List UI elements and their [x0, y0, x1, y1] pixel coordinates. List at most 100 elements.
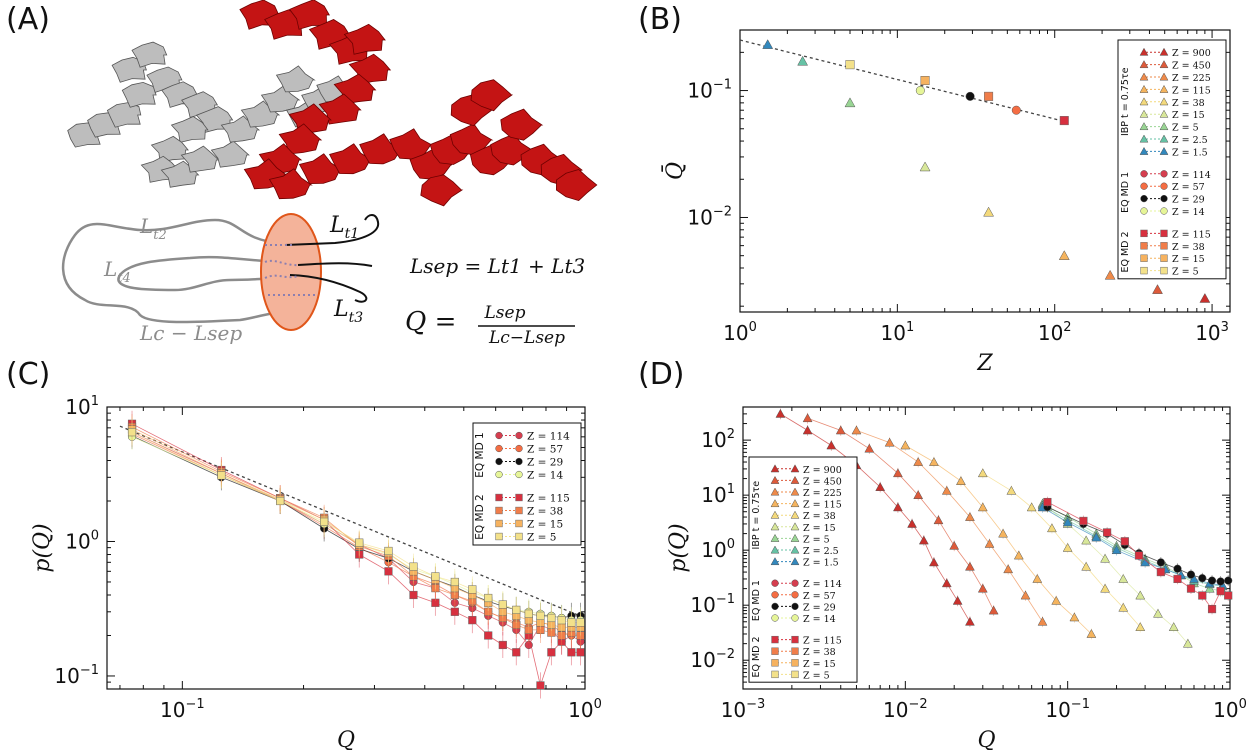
panel-d-legend-marker	[790, 464, 800, 473]
panel-d-legend-label: Z = 900	[803, 465, 842, 476]
panel-d-legend-marker	[771, 591, 779, 599]
red-chain-segment	[278, 123, 323, 155]
panel-d-legend-label: Z = 15	[803, 523, 836, 534]
panel-b-point	[797, 55, 809, 66]
panel-d-legend-marker	[770, 464, 780, 473]
panel-d-ytick-label: 102	[701, 427, 735, 452]
panel-d-point	[1013, 550, 1024, 560]
panel-d-legend-marker	[790, 510, 800, 519]
panel-d-legend-label: Z = 15	[803, 659, 836, 670]
panel-b-point	[915, 86, 925, 96]
panel-d-point	[1186, 570, 1196, 579]
panel-d-point	[892, 502, 903, 512]
panel-c-point	[536, 611, 545, 620]
panel-d-legend-marker	[771, 670, 779, 679]
panel-d-point	[998, 528, 1008, 538]
panel-b-legend-marker	[1139, 109, 1149, 118]
panel-b-legend-label: Z = 57	[1172, 182, 1205, 193]
panel-d-legend-group-title: IBP t = 0.75τe	[751, 481, 762, 550]
panel-b-point	[845, 60, 855, 70]
panel-d-point	[941, 485, 952, 495]
label-lt1: Lt1	[329, 213, 359, 242]
panel-d-point	[1079, 516, 1088, 526]
equation-q-lhs: Q =	[405, 307, 456, 337]
panel-c-xlabel: Q	[337, 728, 355, 750]
panel-d-point	[1198, 591, 1207, 600]
red-chain-segment	[268, 168, 313, 200]
panel-d-point	[1216, 577, 1225, 586]
panel-d-point	[775, 408, 786, 418]
panel-b-xtick-label: 103	[1195, 320, 1229, 345]
panel-d-point	[1086, 628, 1097, 638]
panel-c-legend-label: Z = 114	[527, 431, 570, 443]
grey-polymer-chain	[67, 41, 357, 188]
panel-d-point	[802, 413, 813, 423]
panel-d-point	[875, 482, 886, 491]
panel-d-point	[802, 425, 813, 435]
panel-d-point	[965, 512, 975, 521]
panel-b-legend-marker	[1159, 97, 1169, 106]
panel-d-point	[988, 605, 999, 615]
panel-d-point	[1081, 535, 1092, 545]
panel-c-point	[320, 517, 329, 526]
panel-d-point	[1103, 528, 1112, 537]
equation-lsep: Lsep = Lt1 + Lt3	[409, 254, 585, 278]
panel-d-series-line	[1047, 507, 1189, 644]
panel-d-point	[835, 425, 846, 435]
panel-d-legend-marker	[771, 614, 779, 622]
panel-c-legend-label: Z = 5	[527, 532, 556, 544]
panel-d-legend-label: Z = 38	[803, 647, 836, 658]
panel-d-legend-marker	[770, 475, 780, 484]
label-lt2: Lt2	[139, 214, 167, 243]
panel-d-legend-marker	[790, 522, 800, 531]
panel-c-legend-group-title: EQ MD 2	[474, 494, 486, 539]
panel-c-point	[557, 616, 566, 625]
grey-chain-segment	[170, 116, 209, 143]
panel-b-legend-marker	[1160, 229, 1168, 238]
panel-d-point	[1062, 517, 1073, 527]
panel-c-legend-marker	[515, 493, 523, 502]
panel-c-point	[355, 538, 364, 547]
panel-b-point	[1011, 105, 1021, 115]
panel-d-point	[1118, 602, 1129, 612]
red-chain-segment	[500, 108, 544, 141]
panel-c-point	[536, 681, 545, 690]
panel-b-xtick-label: 101	[880, 320, 914, 345]
panel-b-legend-marker	[1140, 207, 1148, 215]
panel-d-xlabel: Q	[977, 728, 995, 750]
panel-c-legend-marker	[495, 431, 503, 440]
panel-d-point	[1186, 584, 1196, 593]
panel-c-point	[276, 496, 285, 506]
panel-d-chart: 10−3 10−2 10−1 100 10−2 10−1 100 101 102 Qp(Q) IBP…	[666, 406, 1247, 750]
panel-c-legend-marker	[495, 532, 503, 541]
panel-b-legend-marker	[1159, 72, 1169, 81]
red-chain-segment	[318, 93, 362, 125]
panel-d-point	[1100, 553, 1111, 563]
panel-d-point	[1100, 583, 1111, 593]
panel-b-chart: 100 101 102 103 10−2 10−1 Z Q̄ IBP t = 0.75τe Z =…	[661, 29, 1231, 376]
panel-b-legend-marker	[1140, 254, 1148, 262]
panel-d-point	[1006, 485, 1017, 495]
panel-c-ytick-label: 10−1	[54, 663, 99, 688]
panel-c-point	[567, 618, 576, 627]
panel-b-legend-label: Z = 450	[1172, 61, 1211, 72]
panel-c-legend-box	[472, 422, 582, 546]
panel-d-legend-marker	[770, 510, 780, 519]
panel-b-point	[1104, 269, 1116, 280]
panel-b-legend-label: Z = 1.5	[1172, 147, 1208, 158]
panel-b-legend-label: Z = 2.5	[1172, 135, 1208, 146]
panel-d-legend-marker	[790, 545, 800, 554]
grey-chain-segment	[180, 145, 220, 173]
red-chain-segment	[555, 169, 598, 202]
plot-panels: 100 101 102 103 10−2 10−1 Z Q̄ IBP t = 0.75τe Z =…	[30, 29, 1247, 750]
panel-d-frame	[742, 406, 1231, 690]
panel-c-point	[409, 590, 418, 600]
grey-chain-segment	[150, 135, 189, 163]
panel-b-legend-marker	[1160, 194, 1168, 203]
panel-d-point	[1026, 502, 1037, 512]
chain-outline-inner	[117, 255, 291, 292]
panel-b-ytick-label: 10−2	[687, 204, 732, 229]
panel-b-fit-line	[739, 39, 1062, 122]
panel-d-legend-marker	[791, 591, 799, 599]
panel-d-legend-marker	[771, 659, 779, 667]
